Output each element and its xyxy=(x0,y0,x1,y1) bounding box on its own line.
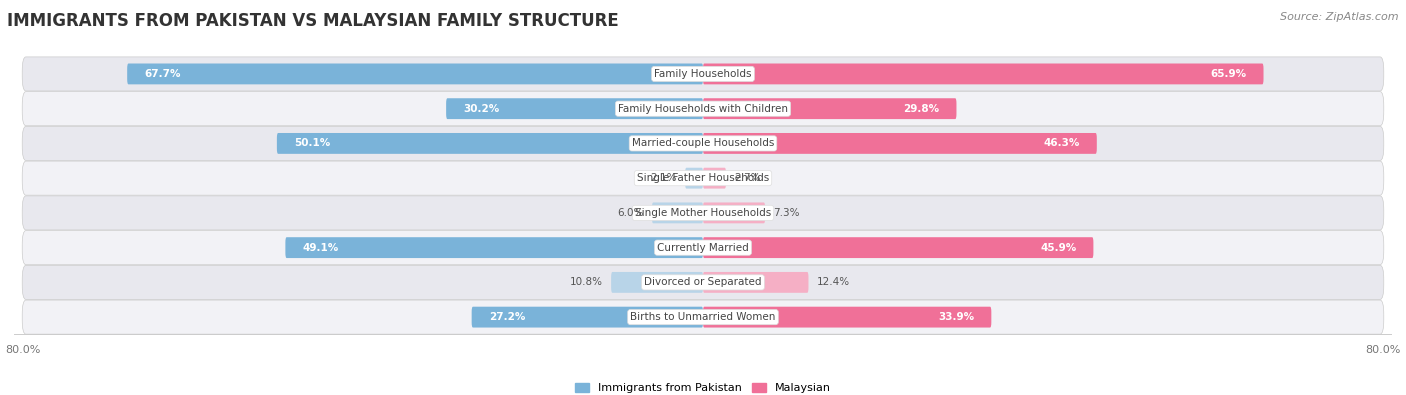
Text: 7.3%: 7.3% xyxy=(773,208,800,218)
Text: Married-couple Households: Married-couple Households xyxy=(631,138,775,149)
Text: Family Households: Family Households xyxy=(654,69,752,79)
FancyBboxPatch shape xyxy=(471,307,703,327)
Text: 46.3%: 46.3% xyxy=(1043,138,1080,149)
FancyBboxPatch shape xyxy=(703,237,1094,258)
Text: 10.8%: 10.8% xyxy=(569,277,603,288)
Text: Single Father Households: Single Father Households xyxy=(637,173,769,183)
FancyBboxPatch shape xyxy=(22,57,1384,91)
FancyBboxPatch shape xyxy=(703,98,956,119)
Text: 12.4%: 12.4% xyxy=(817,277,851,288)
Text: 65.9%: 65.9% xyxy=(1211,69,1247,79)
FancyBboxPatch shape xyxy=(22,92,1384,126)
Text: IMMIGRANTS FROM PAKISTAN VS MALAYSIAN FAMILY STRUCTURE: IMMIGRANTS FROM PAKISTAN VS MALAYSIAN FA… xyxy=(7,12,619,30)
FancyBboxPatch shape xyxy=(703,168,725,188)
Text: 30.2%: 30.2% xyxy=(463,103,499,114)
Text: 33.9%: 33.9% xyxy=(938,312,974,322)
Text: Single Mother Households: Single Mother Households xyxy=(636,208,770,218)
Text: 29.8%: 29.8% xyxy=(903,103,939,114)
Text: Family Households with Children: Family Households with Children xyxy=(619,103,787,114)
Text: Births to Unmarried Women: Births to Unmarried Women xyxy=(630,312,776,322)
Text: 2.1%: 2.1% xyxy=(650,173,676,183)
FancyBboxPatch shape xyxy=(22,161,1384,195)
Text: 6.0%: 6.0% xyxy=(617,208,644,218)
FancyBboxPatch shape xyxy=(703,307,991,327)
Text: Divorced or Separated: Divorced or Separated xyxy=(644,277,762,288)
Text: 50.1%: 50.1% xyxy=(294,138,330,149)
FancyBboxPatch shape xyxy=(703,272,808,293)
FancyBboxPatch shape xyxy=(612,272,703,293)
Text: 45.9%: 45.9% xyxy=(1040,243,1077,253)
FancyBboxPatch shape xyxy=(22,300,1384,334)
Text: Currently Married: Currently Married xyxy=(657,243,749,253)
Text: 49.1%: 49.1% xyxy=(302,243,339,253)
Text: 27.2%: 27.2% xyxy=(489,312,524,322)
FancyBboxPatch shape xyxy=(685,168,703,188)
Text: 2.7%: 2.7% xyxy=(734,173,761,183)
FancyBboxPatch shape xyxy=(22,231,1384,265)
FancyBboxPatch shape xyxy=(277,133,703,154)
FancyBboxPatch shape xyxy=(22,196,1384,230)
FancyBboxPatch shape xyxy=(703,133,1097,154)
Legend: Immigrants from Pakistan, Malaysian: Immigrants from Pakistan, Malaysian xyxy=(571,378,835,395)
Text: 67.7%: 67.7% xyxy=(145,69,181,79)
FancyBboxPatch shape xyxy=(652,203,703,223)
FancyBboxPatch shape xyxy=(446,98,703,119)
FancyBboxPatch shape xyxy=(22,265,1384,299)
FancyBboxPatch shape xyxy=(703,64,1264,85)
Text: Source: ZipAtlas.com: Source: ZipAtlas.com xyxy=(1281,12,1399,22)
FancyBboxPatch shape xyxy=(703,203,765,223)
FancyBboxPatch shape xyxy=(22,126,1384,160)
FancyBboxPatch shape xyxy=(285,237,703,258)
FancyBboxPatch shape xyxy=(127,64,703,85)
